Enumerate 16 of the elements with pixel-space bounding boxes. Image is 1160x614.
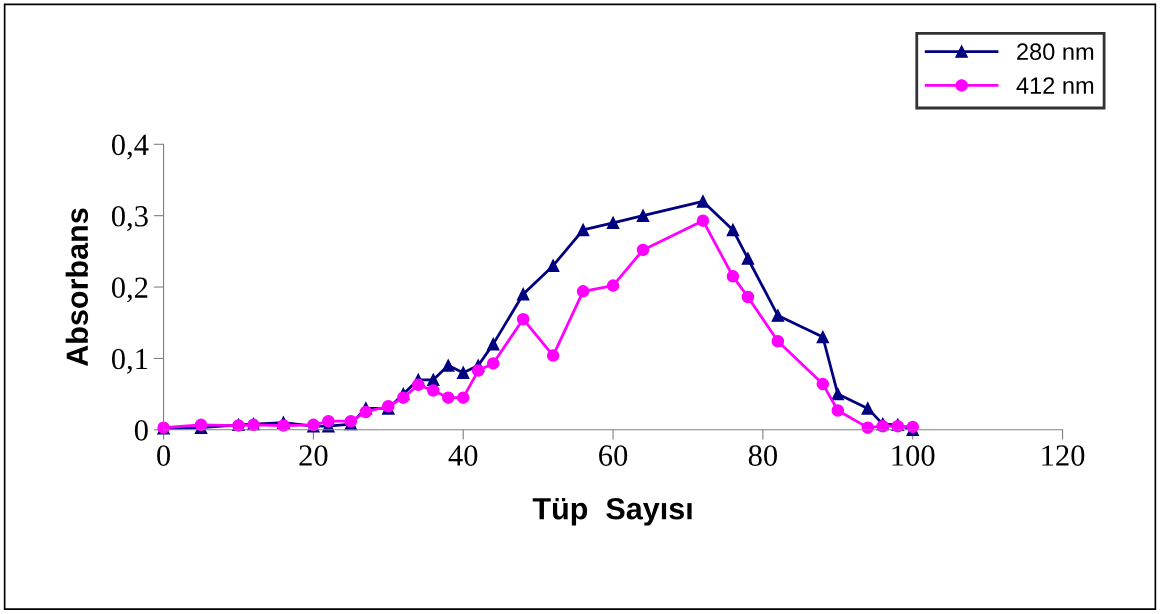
x-tick-label: 120: [1042, 445, 1085, 466]
legend-label: 280 nm: [1017, 43, 1094, 61]
y-tick-label: 0,3: [111, 205, 148, 231]
x-tick-label: 80: [748, 445, 778, 466]
legend-label: 412 nm: [1016, 77, 1094, 94]
y-axis-title: Absorbans: [65, 208, 89, 367]
x-axis-title: Tüp Sayısı: [532, 497, 692, 526]
x-tick-label: 20: [299, 445, 328, 466]
x-tick-label: 0: [157, 445, 171, 466]
y-tick-label: 0,2: [111, 277, 148, 303]
x-tick-label: 100: [892, 445, 935, 466]
x-tick-label: 60: [599, 445, 628, 466]
x-tick-label: 40: [448, 445, 478, 466]
y-tick-label: 0,1: [111, 348, 148, 374]
y-tick-label: 0,4: [111, 134, 149, 160]
y-tick-label: 0: [134, 420, 148, 441]
